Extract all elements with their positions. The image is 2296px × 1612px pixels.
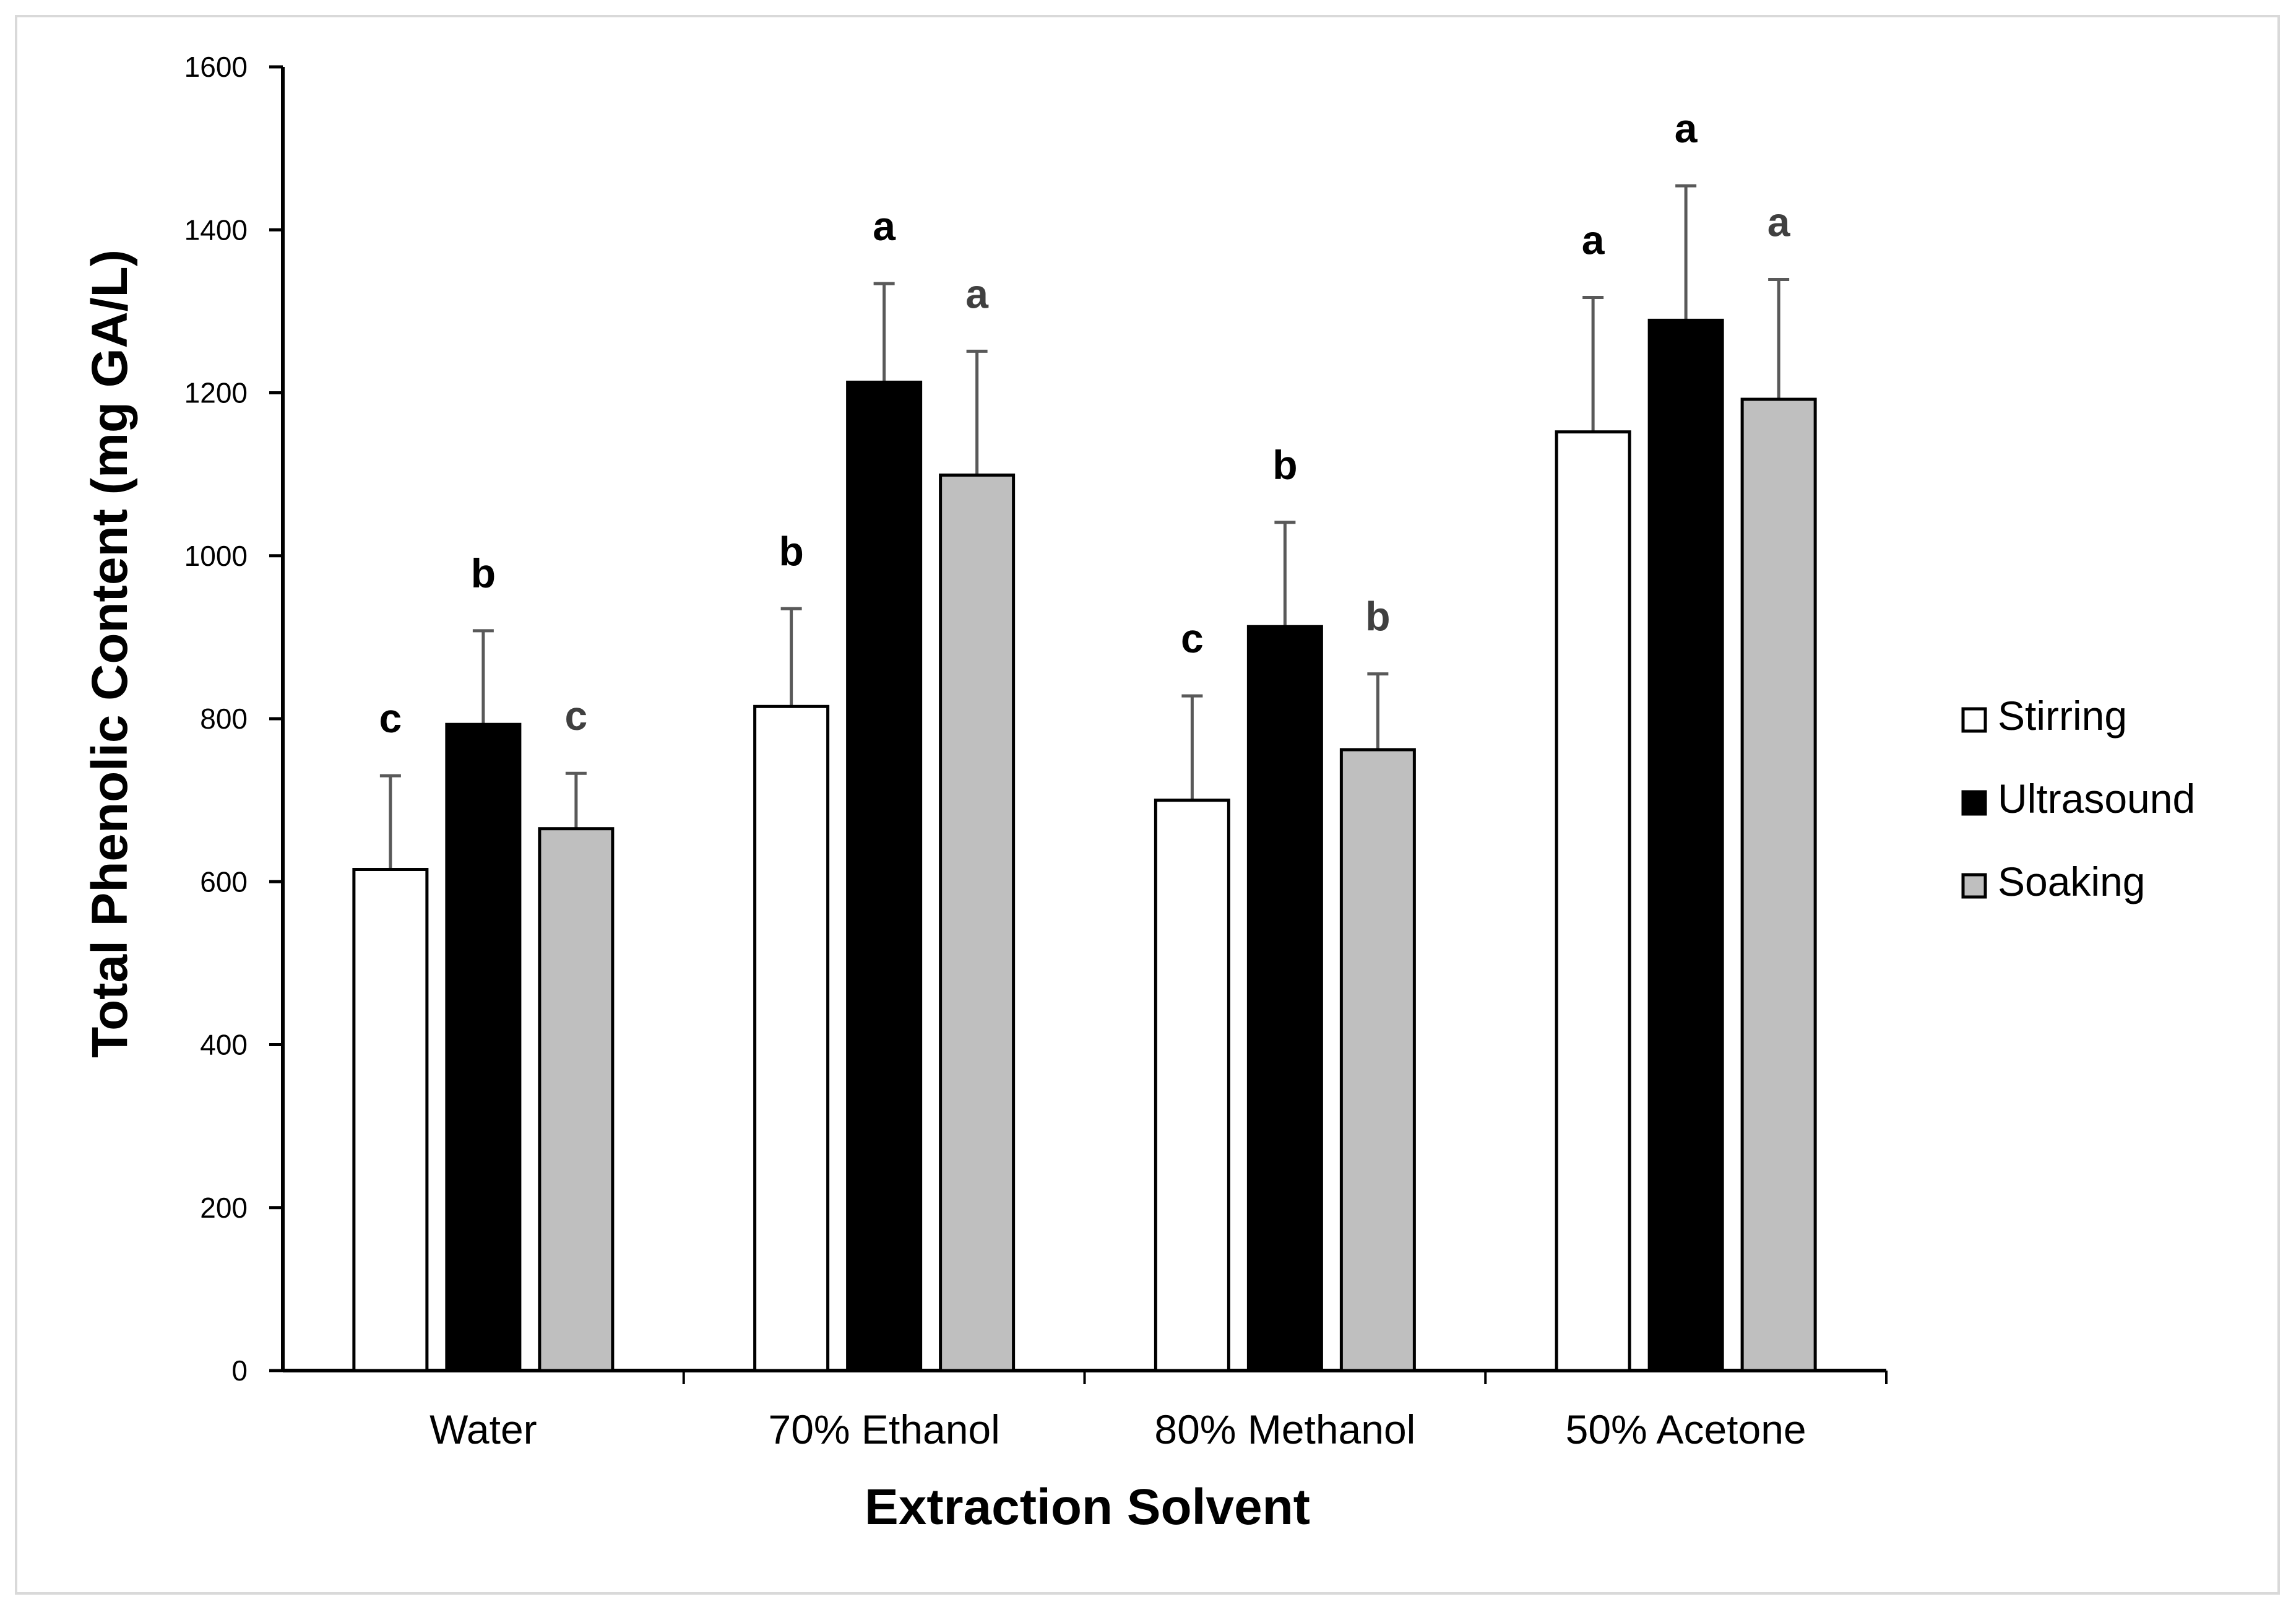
x-categories: Water 70% Ethanol 80% Methanol 50% Acetone	[429, 1406, 1806, 1452]
x-category-label: 80% Methanol	[1154, 1406, 1415, 1452]
legend-swatch	[1961, 790, 1987, 816]
bar	[1555, 430, 1631, 1372]
y-tick-label: 400	[200, 1029, 248, 1061]
x-category-label: 70% Ethanol	[768, 1406, 999, 1452]
significance-letter: c	[379, 695, 402, 741]
y-tick-label: 200	[200, 1192, 248, 1224]
bar	[846, 380, 923, 1372]
bar	[352, 868, 429, 1372]
bar	[538, 827, 615, 1372]
significance-letter: b	[1272, 442, 1297, 488]
y-tick-label: 600	[200, 865, 248, 898]
bar	[1246, 625, 1323, 1372]
legend: Stirring Ultrasound Soaking	[1961, 693, 2195, 904]
bar	[1647, 318, 1724, 1372]
y-axis-title: Total Phenolic Content (mg GA/L)	[82, 249, 138, 1058]
axes	[281, 67, 1888, 1384]
bar	[1339, 748, 1416, 1372]
significance-letter: c	[1181, 615, 1204, 661]
bar	[1740, 397, 1817, 1372]
x-category-label: 50% Acetone	[1566, 1406, 1806, 1452]
legend-swatch	[1961, 873, 1987, 899]
significance-letter: b	[779, 528, 803, 574]
x-category-label: Water	[429, 1406, 537, 1452]
bars: c b c b a a c b b a a a	[352, 105, 1817, 1372]
significance-letter: b	[1365, 594, 1390, 639]
significance-letter: a	[1767, 199, 1791, 245]
bar	[1154, 799, 1230, 1372]
legend-label: Ultrasound	[1998, 776, 2195, 821]
y-ticks: 0 200 400 600 800 1000 1200 1400 1600	[184, 51, 283, 1387]
y-tick-label: 1200	[184, 377, 248, 409]
bar	[939, 473, 1016, 1372]
significance-letter: b	[471, 550, 496, 596]
legend-label: Stirring	[1998, 693, 2127, 739]
significance-letter: a	[1582, 217, 1605, 262]
x-axis-title: Extraction Solvent	[865, 1479, 1310, 1535]
y-tick-label: 1400	[184, 214, 248, 246]
legend-label: Soaking	[1998, 859, 2146, 904]
significance-letter: a	[1675, 105, 1698, 151]
y-tick-label: 1000	[184, 540, 248, 572]
bar	[445, 722, 522, 1372]
significance-letter: a	[873, 203, 896, 249]
y-tick-label: 800	[200, 703, 248, 735]
legend-swatch	[1961, 707, 1987, 733]
y-tick-label: 1600	[184, 51, 248, 83]
bar	[753, 704, 830, 1372]
significance-letter: c	[565, 693, 588, 739]
y-tick-label: 0	[231, 1354, 248, 1387]
significance-letter: a	[965, 271, 989, 316]
